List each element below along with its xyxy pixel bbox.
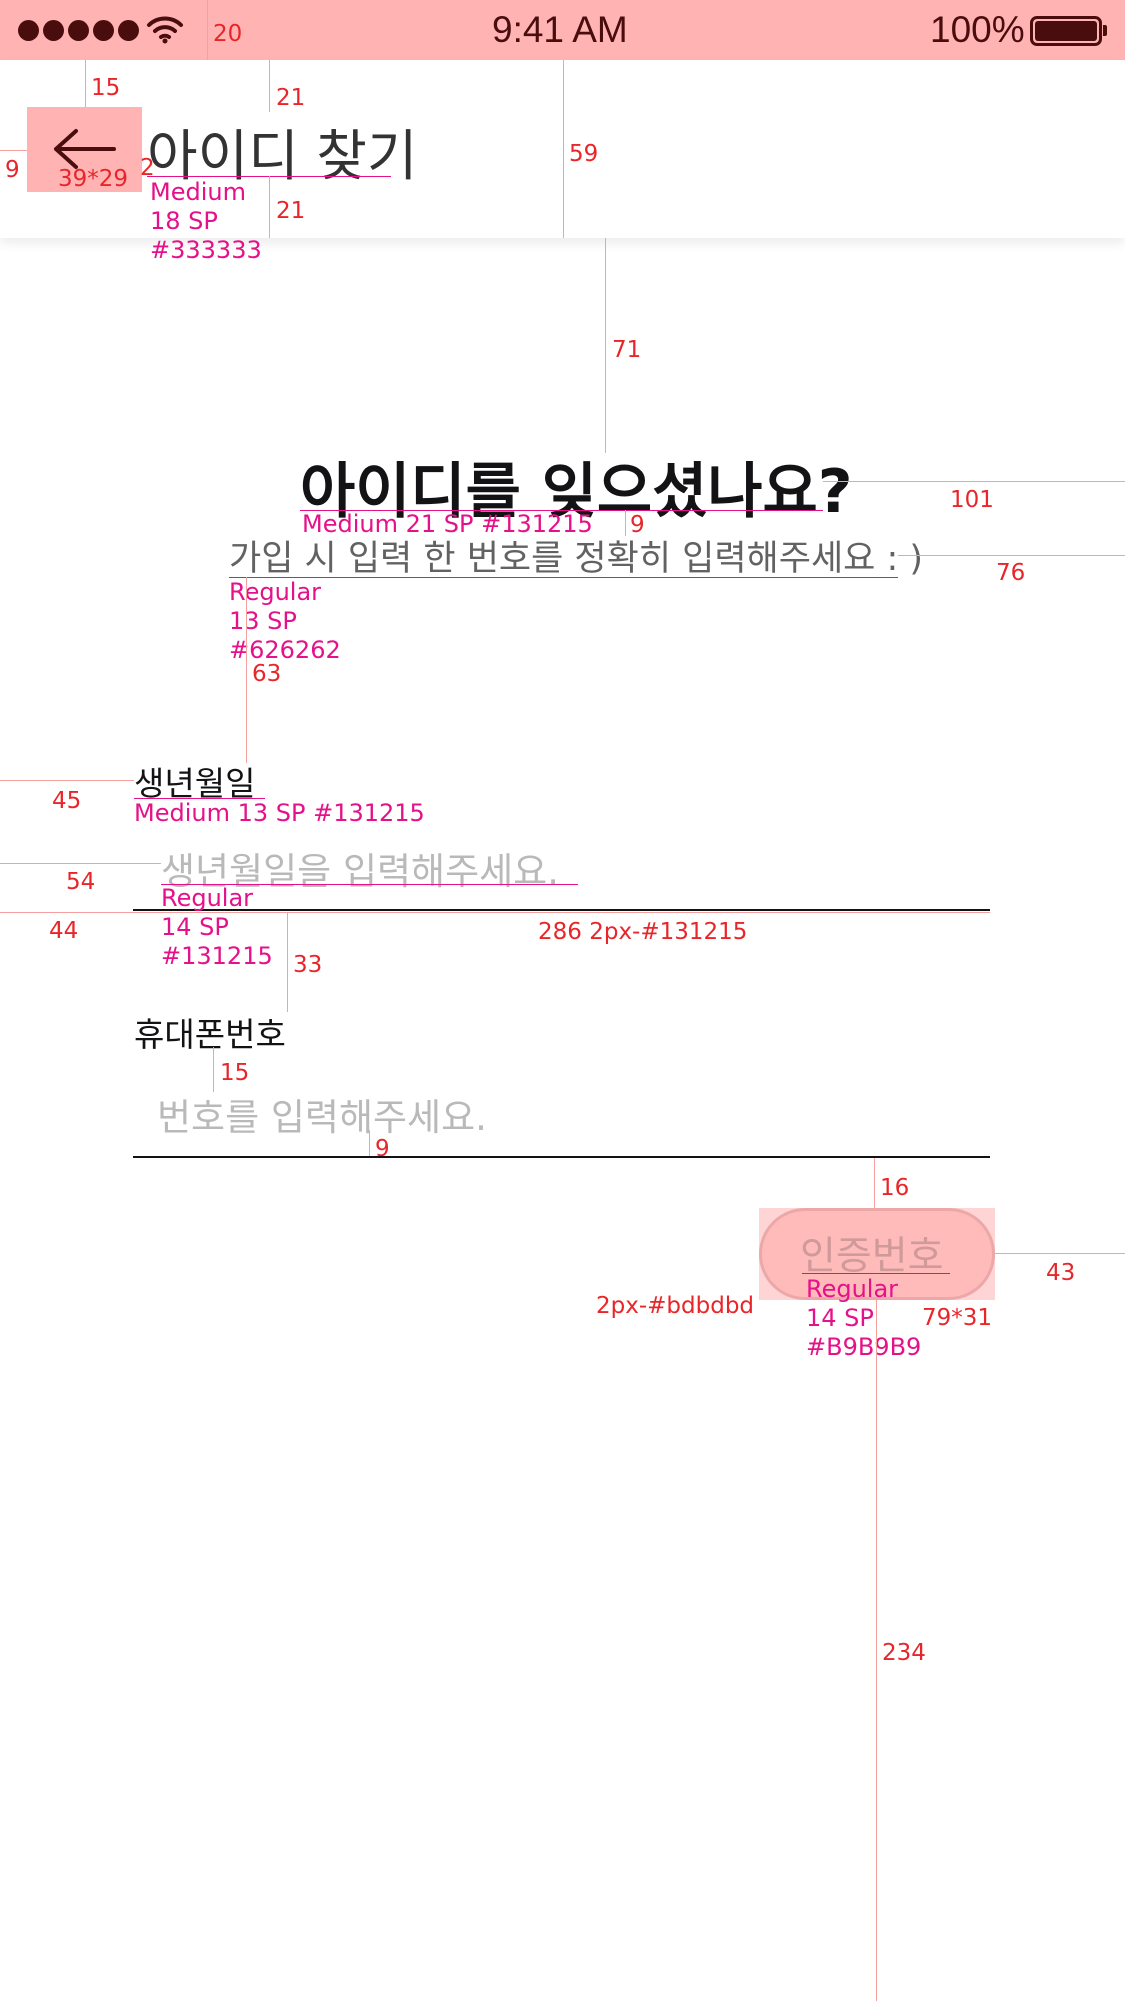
annot-line <box>0 780 134 781</box>
annot-underline <box>802 1273 950 1274</box>
annot-sub-size: 13 SP <box>229 607 297 635</box>
annot-line <box>898 555 1125 556</box>
birthdate-input[interactable]: 생년월일을 입력해주세요. <box>161 850 559 893</box>
annot-line-spec: 286 2px-#131215 <box>538 919 748 945</box>
annot-line <box>269 60 270 112</box>
annot-gap-234: 234 <box>882 1640 926 1666</box>
annot-title-color: #333333 <box>150 236 262 264</box>
annot-line-left: 44 <box>49 918 79 944</box>
annot-line <box>0 912 990 913</box>
annot-gap-9a: 9 <box>630 512 645 538</box>
page-subheading: 가입 시 입력 한 번호를 정확히 입력해주세요 : ) <box>229 539 924 579</box>
annot-auth-right: 43 <box>1046 1260 1076 1286</box>
status-bar <box>0 0 1125 60</box>
phone-underline <box>133 1156 990 1158</box>
annot-label-left: 45 <box>52 788 82 814</box>
battery-cap <box>1103 25 1107 36</box>
annot-ph-color: #131215 <box>161 942 273 970</box>
annot-gap-71: 71 <box>612 337 642 363</box>
annot-line <box>823 481 1125 482</box>
annot-heading-right: 101 <box>950 487 994 513</box>
annot-line <box>625 510 626 536</box>
annot-line <box>213 1047 214 1092</box>
annot-sub-weight: Regular <box>229 578 322 606</box>
battery-percent: 100% <box>930 9 1025 50</box>
page-heading: 아이디를 잊으셨나요? <box>300 457 853 527</box>
annot-line <box>876 1300 877 2001</box>
annot-auth-border: 2px-#bdbdbd <box>596 1293 755 1319</box>
annot-status-gap: 20 <box>213 21 243 47</box>
annot-line <box>0 150 27 151</box>
annot-title-top: 21 <box>276 85 306 111</box>
annot-auth-color: #B9B9B9 <box>806 1333 922 1361</box>
battery-icon <box>1030 16 1102 46</box>
annot-gap-15: 15 <box>220 1060 250 1086</box>
annot-gap-33: 33 <box>293 952 323 978</box>
arrow-left-icon <box>54 129 116 169</box>
annot-title-size: 18 SP <box>150 207 218 235</box>
annot-back-top: 15 <box>91 75 121 101</box>
annot-line <box>563 60 564 238</box>
annot-underline <box>134 798 265 799</box>
annot-back-size: 39*29 <box>58 166 129 192</box>
annot-line <box>85 60 86 107</box>
annot-gap-9b: 9 <box>375 1136 390 1162</box>
signal-icon <box>18 20 139 41</box>
phone-input[interactable]: 번호를 입력해주세요. <box>157 1096 487 1139</box>
annot-auth-weight: Regular <box>806 1275 899 1303</box>
annot-line <box>269 176 270 238</box>
annot-auth-size: 14 SP <box>806 1304 874 1332</box>
annot-gap-63: 63 <box>252 661 282 687</box>
annot-back-gap: 2 <box>140 155 155 181</box>
annot-ph-left: 54 <box>66 869 96 895</box>
annot-ph-size: 14 SP <box>161 913 229 941</box>
birthdate-label: 생년월일 <box>134 764 256 803</box>
annot-heading-spec: Medium 21 SP #131215 <box>302 510 593 538</box>
annot-underline <box>300 510 823 511</box>
annot-sub-color: #626262 <box>229 636 341 664</box>
annot-title-bottom: 21 <box>276 198 306 224</box>
annot-line <box>369 1130 370 1157</box>
status-time: 9:41 AM <box>492 9 628 50</box>
annot-line <box>605 238 606 453</box>
phone-label: 휴대폰번호 <box>134 1015 286 1054</box>
annot-line <box>246 577 247 763</box>
page-title: 아이디 찾기 <box>147 124 418 188</box>
birthdate-underline <box>133 909 990 911</box>
annot-underline <box>229 577 898 578</box>
app-header <box>0 60 1125 238</box>
annot-sub-right: 76 <box>996 560 1026 586</box>
auth-code-label: 인증번호 <box>800 1234 944 1279</box>
annot-header-height: 59 <box>569 141 599 167</box>
annot-line <box>287 912 288 1012</box>
annot-label1-spec: Medium 13 SP #131215 <box>134 799 425 827</box>
annot-underline <box>161 884 578 885</box>
annot-title-weight: Medium <box>150 178 246 206</box>
annot-line <box>995 1253 1125 1254</box>
annot-line <box>0 863 161 864</box>
auth-code-button[interactable] <box>759 1208 995 1300</box>
auth-code-highlight <box>759 1208 995 1300</box>
annot-ph-weight: Regular <box>161 884 254 912</box>
annot-gap-16: 16 <box>880 1175 910 1201</box>
annot-line <box>874 1158 875 1208</box>
annot-auth-size: 79*31 <box>922 1305 993 1331</box>
wifi-icon <box>147 16 183 44</box>
annot-line <box>207 0 208 60</box>
annot-back-left: 9 <box>5 157 20 183</box>
